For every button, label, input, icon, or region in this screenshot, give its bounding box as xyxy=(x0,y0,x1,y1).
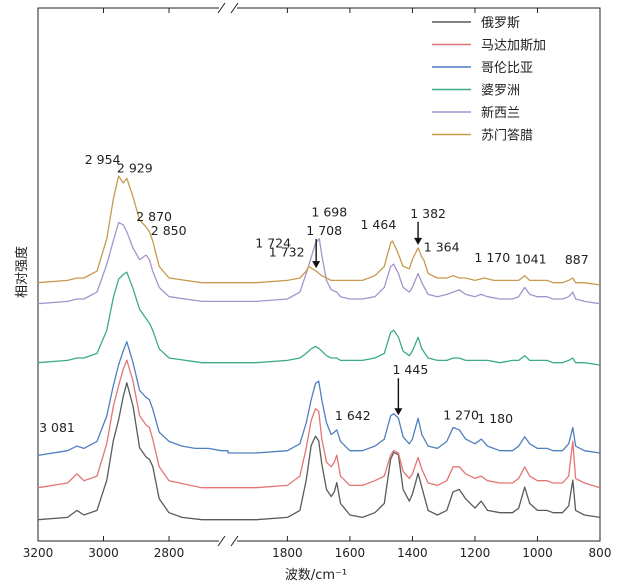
peak-arrow-head-15 xyxy=(394,408,403,416)
series-line-4 xyxy=(37,221,601,305)
peak-label-18: 1 180 xyxy=(477,411,513,426)
legend-label-3: 婆罗洲 xyxy=(481,84,520,99)
peak-label-13: 1 724 xyxy=(255,235,291,250)
peak-label-5: 1 708 xyxy=(306,223,342,238)
peak-label-11: 887 xyxy=(565,252,589,267)
peak-label-17: 1 270 xyxy=(443,408,479,423)
legend-label-5: 苏门答腊 xyxy=(481,128,533,144)
plot-border xyxy=(37,7,601,542)
peak-label-6: 1 464 xyxy=(361,217,397,232)
axis-break-slash-a-top xyxy=(217,2,226,14)
peak-label-16: 1 642 xyxy=(335,408,371,423)
x-tick-label-8: 800 xyxy=(589,546,612,560)
series-line-1 xyxy=(37,359,601,489)
x-tick-label-6: 1200 xyxy=(460,546,491,560)
x-tick-label-2: 2800 xyxy=(154,546,185,560)
legend-label-0: 俄罗斯 xyxy=(481,16,520,31)
series-layer xyxy=(37,175,601,521)
peak-label-2: 2 870 xyxy=(136,209,172,224)
peak-label-12: 1 698 xyxy=(311,205,347,220)
peak-arrow-head-5 xyxy=(312,261,321,269)
peak-label-3: 2 850 xyxy=(151,223,187,238)
peak-label-4: 1 732 xyxy=(269,244,305,259)
x-tick-label-0: 3200 xyxy=(23,546,54,560)
x-tick-label-3: 1800 xyxy=(272,546,303,560)
peak-arrow-head-7 xyxy=(414,237,423,245)
x-tick-label-5: 1400 xyxy=(397,546,428,560)
series-line-0 xyxy=(37,382,601,521)
peak-label-8: 1 364 xyxy=(424,240,460,255)
plot-frame xyxy=(37,7,601,542)
x-axis-title: 波数/cm⁻¹ xyxy=(285,568,347,581)
peak-label-7: 1 382 xyxy=(410,206,446,221)
y-axis-title: 相对强度 xyxy=(14,246,30,298)
axes: 3200 3000 2800 1800 1600 1400 1200 1000 800 xyxy=(23,2,612,560)
x-tick-label-4: 1600 xyxy=(335,546,366,560)
peak-label-14: 3 081 xyxy=(39,420,75,435)
peak-label-15: 1 445 xyxy=(393,362,429,377)
series-line-5 xyxy=(37,175,601,286)
legend-label-2: 哥伦比亚 xyxy=(481,61,533,76)
peak-label-0: 2 954 xyxy=(85,152,121,167)
peak-label-1: 2 929 xyxy=(117,160,153,175)
axis-break-slash-b-top xyxy=(230,2,239,14)
peak-label-9: 1 170 xyxy=(474,250,510,265)
legend-label-4: 新西兰 xyxy=(481,105,520,121)
legend-label-1: 马达加斯加 xyxy=(481,39,546,54)
peak-label-10: 1041 xyxy=(515,252,547,267)
x-tick-label-7: 1000 xyxy=(522,546,553,560)
axis-break-slash-a-bottom xyxy=(217,535,226,547)
series-line-2 xyxy=(37,341,601,457)
x-tick-label-1: 3000 xyxy=(88,546,119,560)
axis-break-slash-b-bottom xyxy=(230,535,239,547)
series-line-3 xyxy=(37,271,601,366)
